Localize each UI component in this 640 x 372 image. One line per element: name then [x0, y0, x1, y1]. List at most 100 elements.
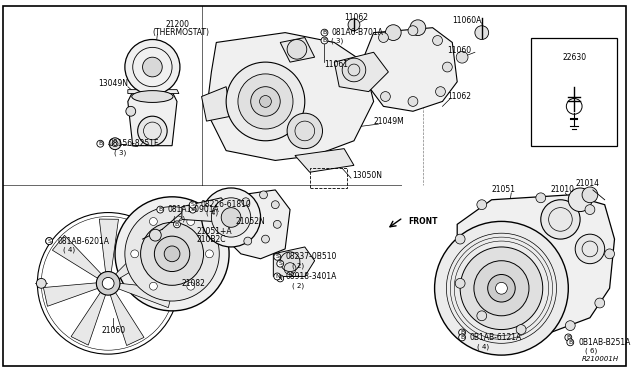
Circle shape	[381, 92, 390, 102]
Text: B: B	[323, 30, 326, 35]
Circle shape	[260, 191, 268, 199]
Polygon shape	[364, 28, 457, 111]
Circle shape	[242, 198, 250, 206]
Text: B: B	[460, 330, 464, 335]
Circle shape	[585, 205, 595, 215]
Circle shape	[568, 188, 592, 212]
Text: ( 3): ( 3)	[332, 37, 344, 44]
Text: R210001H: R210001H	[582, 356, 620, 362]
Text: ( 2): ( 2)	[292, 282, 304, 289]
Circle shape	[150, 282, 157, 290]
Text: S: S	[191, 207, 195, 212]
Bar	[531, 38, 618, 146]
Circle shape	[536, 193, 546, 203]
Text: 0B1AB-6121A: 0B1AB-6121A	[470, 333, 522, 342]
Text: 21082: 21082	[182, 279, 206, 288]
Text: ( 4): ( 4)	[477, 343, 489, 350]
Circle shape	[348, 19, 360, 31]
Text: 21051: 21051	[492, 185, 516, 195]
Text: B: B	[568, 340, 572, 345]
Circle shape	[460, 247, 543, 330]
Text: 08918-3401A: 08918-3401A	[285, 272, 337, 281]
Circle shape	[244, 237, 252, 245]
Circle shape	[262, 235, 269, 243]
Circle shape	[455, 234, 465, 244]
Text: 22630: 22630	[562, 53, 586, 62]
Circle shape	[187, 282, 195, 290]
Circle shape	[410, 20, 426, 36]
Text: S: S	[47, 238, 51, 244]
Text: 13049N: 13049N	[99, 79, 129, 88]
Text: S: S	[275, 254, 279, 259]
Text: 21060: 21060	[101, 326, 125, 335]
Circle shape	[115, 197, 229, 311]
Circle shape	[154, 236, 190, 272]
Circle shape	[125, 207, 220, 301]
Circle shape	[211, 198, 251, 237]
Bar	[310, 168, 347, 188]
Circle shape	[271, 201, 279, 209]
Polygon shape	[52, 235, 101, 278]
Circle shape	[477, 200, 486, 209]
Circle shape	[36, 278, 46, 288]
Text: S: S	[278, 261, 282, 266]
Text: 21051+A: 21051+A	[196, 227, 232, 236]
Circle shape	[435, 221, 568, 355]
Text: 0B1AB-B251A: 0B1AB-B251A	[578, 338, 630, 347]
Text: ( 4): ( 4)	[63, 247, 75, 253]
Circle shape	[238, 74, 293, 129]
Polygon shape	[118, 283, 173, 308]
Circle shape	[221, 208, 241, 227]
Circle shape	[605, 249, 614, 259]
Circle shape	[442, 62, 452, 72]
Circle shape	[541, 200, 580, 239]
Circle shape	[455, 278, 465, 288]
Polygon shape	[457, 195, 614, 333]
Text: B: B	[175, 222, 179, 227]
Polygon shape	[128, 92, 177, 146]
Circle shape	[287, 39, 307, 59]
Text: S: S	[191, 202, 195, 207]
Text: N: N	[278, 276, 283, 281]
Polygon shape	[115, 236, 164, 279]
Circle shape	[109, 138, 121, 150]
Circle shape	[488, 275, 515, 302]
Text: 11062: 11062	[344, 13, 368, 22]
Circle shape	[126, 106, 136, 116]
Circle shape	[187, 218, 195, 225]
Circle shape	[287, 113, 323, 149]
Text: ( 4): ( 4)	[207, 209, 219, 216]
Polygon shape	[202, 87, 231, 121]
Ellipse shape	[138, 116, 167, 146]
Text: B: B	[158, 207, 163, 212]
Text: ( 2): ( 2)	[292, 262, 304, 269]
Circle shape	[143, 57, 162, 77]
Circle shape	[477, 311, 486, 321]
Polygon shape	[99, 219, 118, 272]
Polygon shape	[334, 52, 388, 92]
Polygon shape	[226, 190, 290, 259]
Polygon shape	[273, 247, 315, 276]
Polygon shape	[110, 292, 144, 346]
Text: 08226-61810: 08226-61810	[200, 200, 252, 209]
Circle shape	[164, 246, 180, 262]
Text: 210B2C: 210B2C	[196, 235, 226, 244]
Circle shape	[97, 272, 120, 295]
Text: 11061: 11061	[324, 60, 348, 68]
Circle shape	[565, 321, 575, 331]
Circle shape	[475, 26, 489, 39]
Circle shape	[150, 229, 161, 241]
Circle shape	[408, 96, 418, 106]
Text: 21010: 21010	[550, 185, 575, 195]
Polygon shape	[280, 38, 315, 62]
Polygon shape	[44, 283, 97, 306]
Text: 081A1-0901A: 081A1-0901A	[167, 205, 219, 214]
Ellipse shape	[132, 91, 173, 102]
Text: B: B	[460, 335, 464, 340]
Circle shape	[582, 187, 598, 203]
Circle shape	[595, 298, 605, 308]
Polygon shape	[207, 33, 374, 160]
Circle shape	[131, 250, 139, 258]
Text: 081AB-6201A: 081AB-6201A	[57, 237, 109, 246]
Polygon shape	[128, 90, 179, 94]
